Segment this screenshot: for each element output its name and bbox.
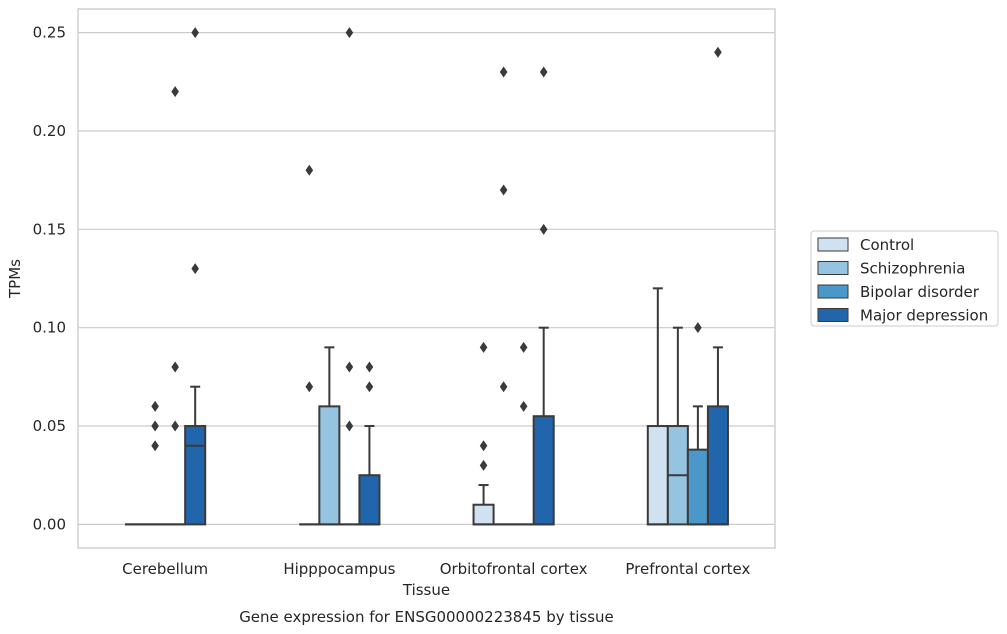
- x-axis: Cerebellum Hipppocampus Orbitofrontal cort…: [122, 560, 750, 578]
- box-0-1: [299, 164, 320, 526]
- outlier-point: [519, 341, 528, 353]
- box-2-2: [513, 341, 534, 526]
- box-3-2: [532, 66, 555, 526]
- box-3-0: [184, 27, 207, 526]
- outlier-point: [151, 440, 159, 452]
- outlier-point: [151, 400, 159, 412]
- legend-swatch: [817, 308, 849, 322]
- y-axis-label: TPMs: [6, 259, 24, 299]
- outlier-point: [191, 27, 199, 39]
- y-tick-label: 0.25: [33, 24, 66, 42]
- outlier-point: [519, 400, 528, 412]
- box-3-1: [358, 361, 381, 526]
- outlier-point: [305, 164, 314, 176]
- x-tick-label: Orbitofrontal cortex: [440, 560, 588, 578]
- box-0-3: [646, 287, 669, 526]
- outlier-point: [171, 361, 179, 373]
- outlier-point: [479, 459, 488, 471]
- legend-label: Major depression: [860, 307, 988, 325]
- outlier-point: [714, 46, 722, 58]
- x-tick-label: Cerebellum: [122, 560, 208, 578]
- y-tick-label: 0.00: [33, 515, 66, 533]
- box-body: [532, 415, 555, 526]
- legend: Control Schizophrenia Bipolar disorder Majo…: [810, 230, 999, 327]
- box-body: [706, 405, 729, 526]
- x-tick-label: Prefrontal cortex: [625, 560, 750, 578]
- box-1-3: [666, 326, 689, 526]
- legend-frame: [810, 230, 999, 327]
- outlier-point: [499, 381, 508, 393]
- outlier-point: [479, 341, 488, 353]
- box-marks: [125, 27, 729, 526]
- outlier-point: [345, 420, 354, 432]
- box-1-2: [493, 66, 514, 526]
- outlier-point: [479, 440, 488, 452]
- outlier-point: [539, 66, 548, 78]
- box-1-0: [145, 400, 166, 526]
- y-tick-label: 0.15: [33, 220, 66, 238]
- outlier-point: [171, 420, 179, 432]
- legend-label: Control: [860, 236, 914, 254]
- box-1-1: [318, 346, 341, 526]
- box-2-0: [165, 86, 186, 526]
- outlier-point: [171, 86, 179, 98]
- outlier-point: [305, 381, 314, 393]
- legend-swatch: [817, 261, 849, 275]
- legend-label: Bipolar disorder: [860, 283, 980, 301]
- outlier-point: [345, 27, 354, 39]
- outlier-point: [694, 322, 702, 334]
- x-tick-label: Hipppocampus: [283, 560, 395, 578]
- y-tick-label: 0.05: [33, 417, 66, 435]
- box-body: [646, 425, 669, 526]
- outlier-point: [345, 361, 354, 373]
- box-body: [184, 425, 207, 526]
- outlier-point: [151, 420, 159, 432]
- outlier-point: [191, 263, 199, 275]
- outlier-point: [499, 184, 508, 196]
- outlier-point: [499, 66, 508, 78]
- outlier-point: [539, 223, 548, 235]
- y-tick-label: 0.20: [33, 122, 66, 140]
- legend-swatch: [817, 237, 849, 252]
- legend-swatch: [817, 284, 849, 299]
- box-body: [318, 405, 341, 526]
- outlier-point: [365, 361, 374, 373]
- box-2-3: [686, 322, 709, 526]
- box-body: [686, 448, 709, 526]
- legend-label: Schizophrenia: [860, 260, 965, 278]
- box-0-2: [472, 341, 495, 526]
- plot-frame: [77, 8, 776, 549]
- outlier-point: [365, 381, 374, 393]
- chart-caption: Gene expression for ENSG00000223845 by t…: [239, 608, 614, 626]
- y-axis: 0.00 0.05 0.10 0.15 0.20 0.25: [33, 24, 66, 534]
- box-body: [358, 474, 381, 526]
- y-tick-label: 0.10: [33, 319, 66, 337]
- x-axis-label: Tissue: [402, 581, 450, 599]
- box-2-1: [339, 27, 360, 526]
- box-body: [472, 503, 495, 526]
- box-3-3: [706, 46, 729, 526]
